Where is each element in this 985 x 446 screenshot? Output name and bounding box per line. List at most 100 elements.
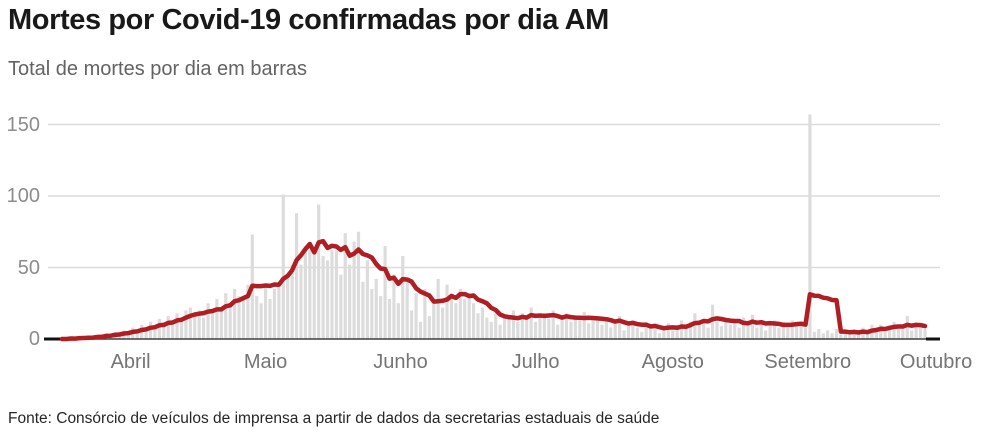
daily-deaths-bar [653, 326, 657, 339]
daily-deaths-bar [379, 296, 383, 339]
daily-deaths-bar [803, 327, 808, 339]
daily-deaths-bar [356, 231, 361, 339]
daily-deaths-bar [733, 321, 737, 339]
daily-deaths-bar [874, 327, 878, 339]
daily-deaths-bar [618, 316, 622, 339]
daily-deaths-bar [834, 328, 839, 339]
daily-deaths-bar [746, 324, 750, 339]
x-axis-label-setembro: Setembro [764, 351, 852, 373]
daily-deaths-bar [153, 326, 157, 339]
daily-deaths-bar [923, 328, 927, 339]
daily-deaths-bar [896, 328, 901, 339]
daily-deaths-bar [626, 324, 631, 339]
daily-deaths-bar [640, 331, 644, 339]
daily-deaths-bar [188, 307, 192, 339]
daily-deaths-bar [502, 316, 507, 339]
daily-deaths-bar [197, 310, 201, 339]
daily-deaths-bar [259, 303, 263, 339]
daily-deaths-bar [821, 333, 825, 339]
daily-deaths-bar [688, 321, 693, 339]
daily-deaths-bar [569, 321, 573, 339]
daily-deaths-bar [334, 250, 338, 339]
daily-deaths-bar [454, 303, 458, 339]
daily-deaths-bar [839, 334, 843, 339]
daily-deaths-bar [392, 274, 396, 339]
daily-deaths-bar [396, 303, 400, 339]
daily-deaths-bar [799, 321, 803, 339]
daily-deaths-bar [290, 264, 294, 339]
daily-deaths-bar [604, 318, 608, 339]
daily-deaths-bar [538, 316, 542, 339]
daily-deaths-bar [175, 313, 179, 339]
daily-deaths-bar [467, 293, 471, 339]
daily-deaths-bar [215, 298, 219, 339]
daily-deaths-bar [441, 307, 445, 339]
daily-deaths-bar [888, 326, 892, 339]
daily-deaths-bar [843, 331, 847, 339]
daily-deaths-bar [702, 318, 706, 339]
daily-deaths-bar [193, 314, 197, 339]
source-note: Fonte: Consórcio de veículos de imprensa… [8, 410, 660, 427]
daily-deaths-bar [918, 327, 923, 339]
daily-deaths-bar [715, 321, 719, 339]
daily-deaths-bar [166, 316, 170, 339]
daily-deaths-bar [795, 326, 799, 339]
x-axis-label-julho: Julho [511, 351, 560, 373]
x-axis-label-junho: Junho [373, 351, 428, 373]
daily-deaths-bar [277, 286, 281, 339]
daily-deaths-bar [370, 288, 374, 339]
daily-deaths-bar [206, 303, 210, 339]
daily-deaths-bar [564, 313, 569, 339]
daily-deaths-bar [352, 241, 356, 339]
daily-deaths-bar [595, 316, 600, 339]
daily-deaths-bar [272, 288, 277, 339]
daily-deaths-bar [587, 323, 591, 339]
daily-deaths-bar [883, 331, 887, 339]
daily-deaths-bar [436, 278, 440, 339]
daily-deaths-bar [600, 324, 604, 339]
daily-deaths-bar [679, 320, 684, 339]
daily-deaths-bar [507, 318, 511, 339]
daily-deaths-bar [317, 204, 321, 339]
daily-deaths-bar [582, 311, 586, 339]
daily-deaths-bar [202, 317, 206, 339]
daily-deaths-bar [485, 317, 489, 339]
daily-deaths-bar [671, 330, 675, 339]
daily-deaths-bar [374, 278, 378, 339]
daily-deaths-bar [547, 318, 551, 339]
daily-deaths-bar [865, 331, 870, 339]
daily-deaths-bar [905, 316, 909, 339]
daily-deaths-bar [445, 284, 449, 339]
daily-deaths-bar [423, 288, 427, 339]
moving-average-line [59, 238, 928, 342]
daily-deaths-bar [361, 281, 365, 339]
daily-deaths-bar [511, 310, 516, 339]
daily-deaths-bar [755, 327, 759, 339]
daily-deaths-bar [914, 326, 918, 339]
daily-deaths-bar [263, 284, 268, 339]
daily-deaths-bar [542, 313, 546, 339]
daily-deaths-bar [741, 317, 746, 339]
daily-deaths-bar [228, 303, 232, 339]
daily-deaths-bar [622, 330, 626, 339]
daily-deaths-bar [728, 324, 732, 339]
daily-deaths-bar [383, 246, 387, 339]
daily-deaths-bar [330, 250, 334, 339]
daily-deaths-bar [410, 310, 414, 339]
daily-deaths-bar [635, 327, 639, 339]
daily-deaths-bar [476, 313, 480, 339]
x-axis-label-maio: Maio [243, 351, 288, 373]
daily-deaths-bar [210, 313, 215, 339]
daily-deaths-bar [480, 307, 485, 339]
daily-deaths-bar [852, 330, 856, 339]
daily-deaths-bar [591, 318, 595, 339]
x-axis-label-outubro: Outubro [899, 351, 973, 373]
daily-deaths-bar [299, 264, 303, 339]
daily-deaths-bar [737, 327, 741, 339]
daily-deaths-bar [489, 321, 493, 339]
daily-deaths-bar [432, 298, 436, 339]
daily-deaths-bar [294, 213, 299, 339]
chart-subtitle: Total de mortes por dia em barras [8, 58, 308, 80]
daily-deaths-bar [892, 321, 896, 339]
